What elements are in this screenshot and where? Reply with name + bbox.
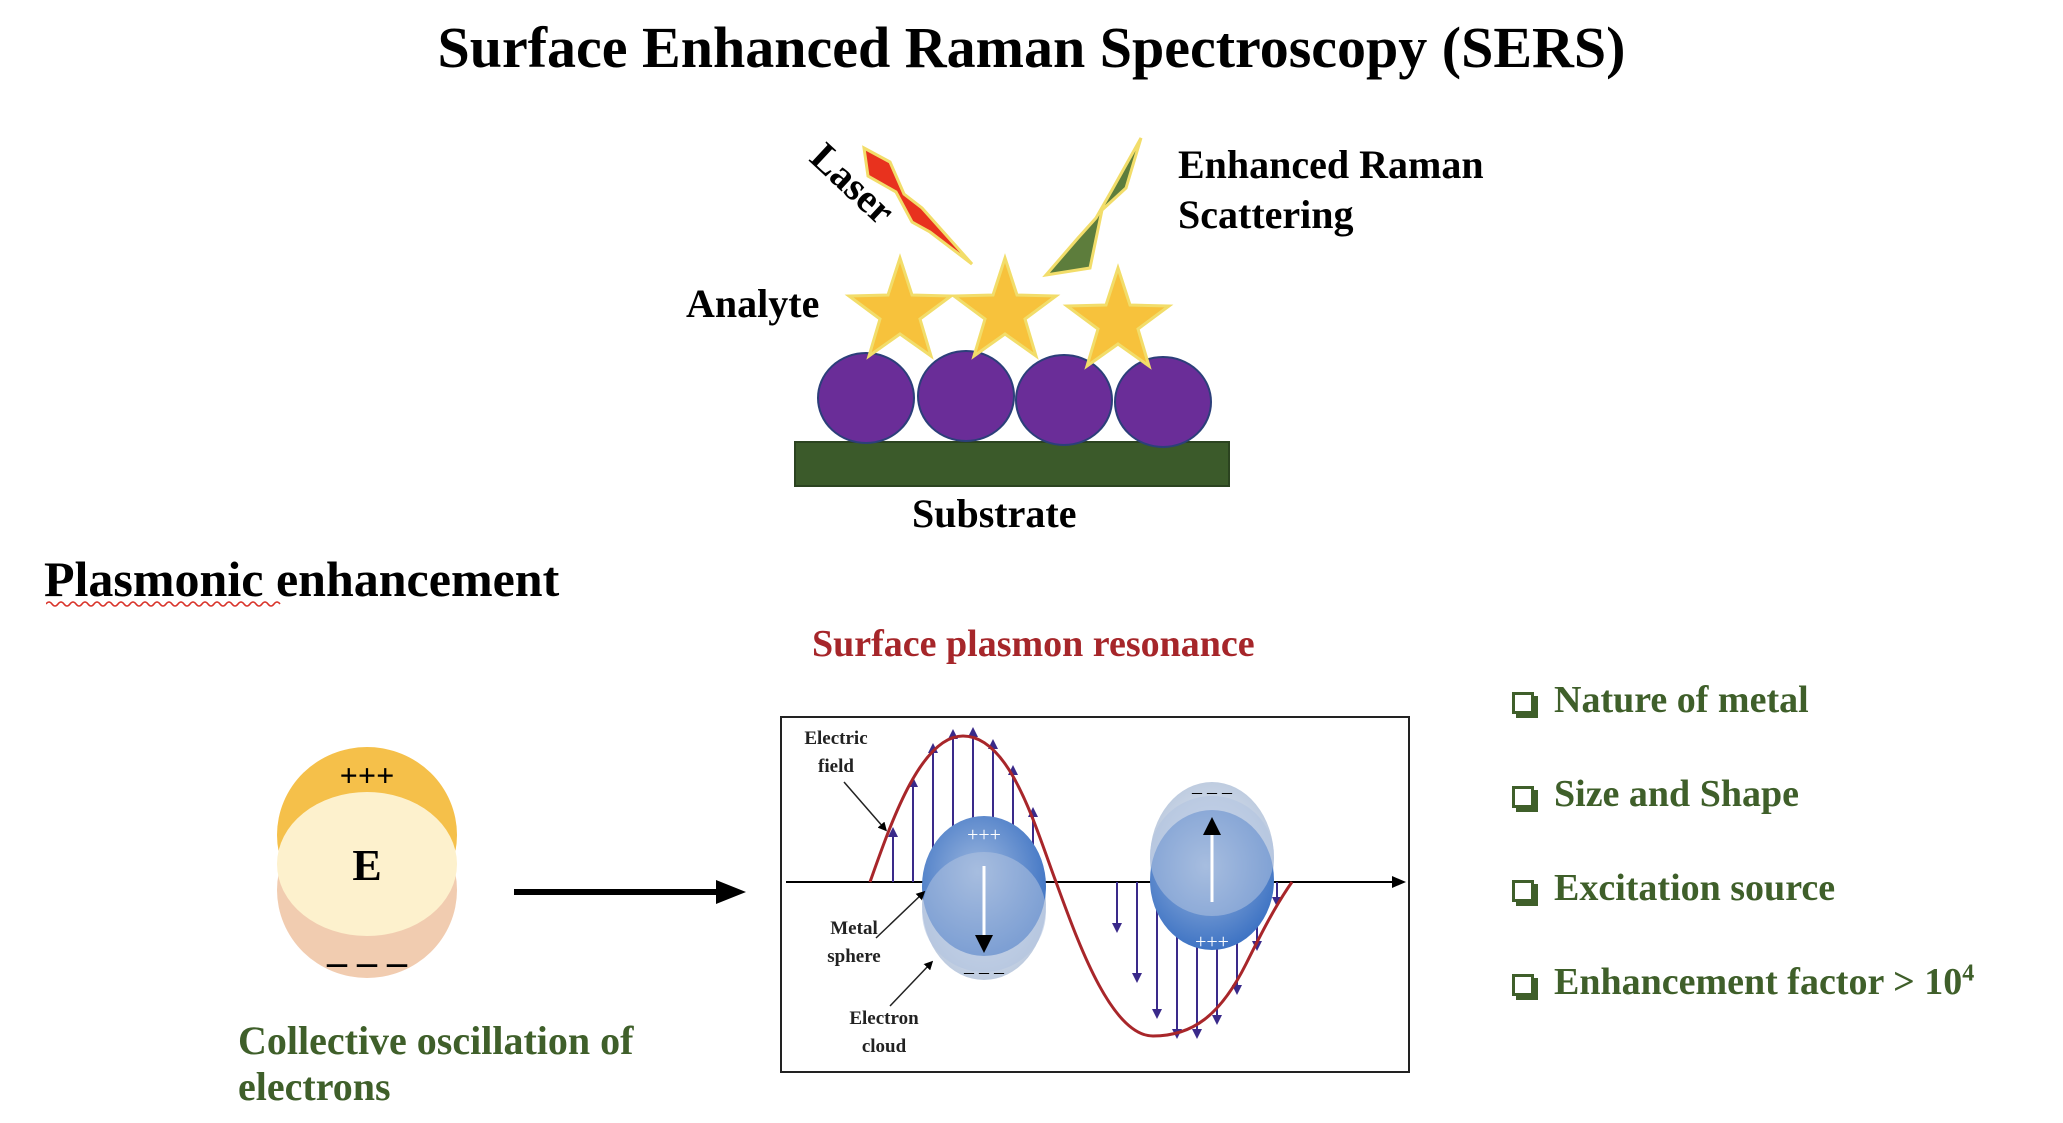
laser-bolt xyxy=(862,145,974,266)
metal-sphere-leader xyxy=(875,890,926,939)
plasmonic-heading-underlined: Plasmonic xyxy=(44,551,264,607)
scattering-label: Enhanced Raman Scattering xyxy=(1178,142,1484,237)
spr-title: Surface plasmon resonance xyxy=(812,623,1255,665)
electron-cloud-leader xyxy=(889,960,934,1007)
electric-field-leader xyxy=(843,781,887,832)
spellcheck-squiggle xyxy=(46,601,281,607)
electron-cloud-core xyxy=(277,792,457,936)
plasmonic-heading-rest: enhancement xyxy=(263,551,560,607)
plasmonic-heading: Plasmonic enhancement xyxy=(44,550,559,608)
electron-cloud-label-2: cloud xyxy=(862,1036,907,1057)
checkbox-square-icon xyxy=(1512,692,1534,714)
factor-item: Size and Shape xyxy=(1512,772,1974,866)
dipole-center-label: E xyxy=(352,841,381,890)
exponent: 4 xyxy=(1962,960,1975,987)
checkbox-square-icon xyxy=(1512,786,1534,808)
analyte-label: Analyte xyxy=(686,281,820,326)
analyte-star xyxy=(844,253,956,360)
factor-item: Enhancement factor > 104 xyxy=(1512,960,1974,1054)
analyte-stars xyxy=(844,253,1174,370)
x-axis-arrowhead xyxy=(1392,876,1406,888)
nanoparticle xyxy=(1015,354,1113,446)
metal-sphere-label-2: sphere xyxy=(827,946,880,967)
dipole-diagram: +++ E – – – xyxy=(277,747,457,984)
sers-diagram: Laser xyxy=(794,134,1230,487)
checkbox-square-icon xyxy=(1512,974,1534,996)
nanoparticle xyxy=(817,352,915,444)
analyte-star xyxy=(1062,263,1174,370)
electric-field-label-1: Electric xyxy=(804,728,867,749)
collective-oscillation-caption: Collective oscillation of electrons xyxy=(238,1018,634,1109)
factor-item: Excitation source xyxy=(1512,866,1974,960)
spr-diagram: +++ – – – – – – +++ Electric field Metal… xyxy=(780,716,1410,1073)
electric-field-label-2: field xyxy=(818,756,854,777)
page-title: Surface Enhanced Raman Spectroscopy (SER… xyxy=(437,15,1626,80)
scattering-bolt xyxy=(1042,137,1143,278)
substrate-label: Substrate xyxy=(912,491,1077,536)
factor-item: Nature of metal xyxy=(1512,678,1974,772)
substrate-bar xyxy=(794,441,1230,487)
analyte-star xyxy=(949,253,1061,360)
checkbox-square-icon xyxy=(1512,880,1534,902)
spr-frame xyxy=(780,716,1410,1073)
dipole-bottom-charge: – – – xyxy=(326,939,408,984)
electron-cloud-label-1: Electron xyxy=(849,1008,919,1029)
left-bottom-charge: – – – xyxy=(963,961,1005,983)
factors-list: Nature of metal Size and Shape Excitatio… xyxy=(1512,678,1974,1054)
left-top-charge: +++ xyxy=(967,824,1001,846)
nanoparticle xyxy=(1114,356,1212,448)
transition-arrow xyxy=(514,880,746,904)
nanoparticle xyxy=(917,350,1015,442)
nanoparticles xyxy=(817,350,1212,448)
right-bottom-charge: +++ xyxy=(1195,931,1229,953)
metal-sphere-label-1: Metal xyxy=(830,918,877,939)
electric-field-wave xyxy=(868,734,1294,1038)
dipole-top-charge: +++ xyxy=(340,757,395,793)
right-top-charge: – – – xyxy=(1191,781,1233,803)
